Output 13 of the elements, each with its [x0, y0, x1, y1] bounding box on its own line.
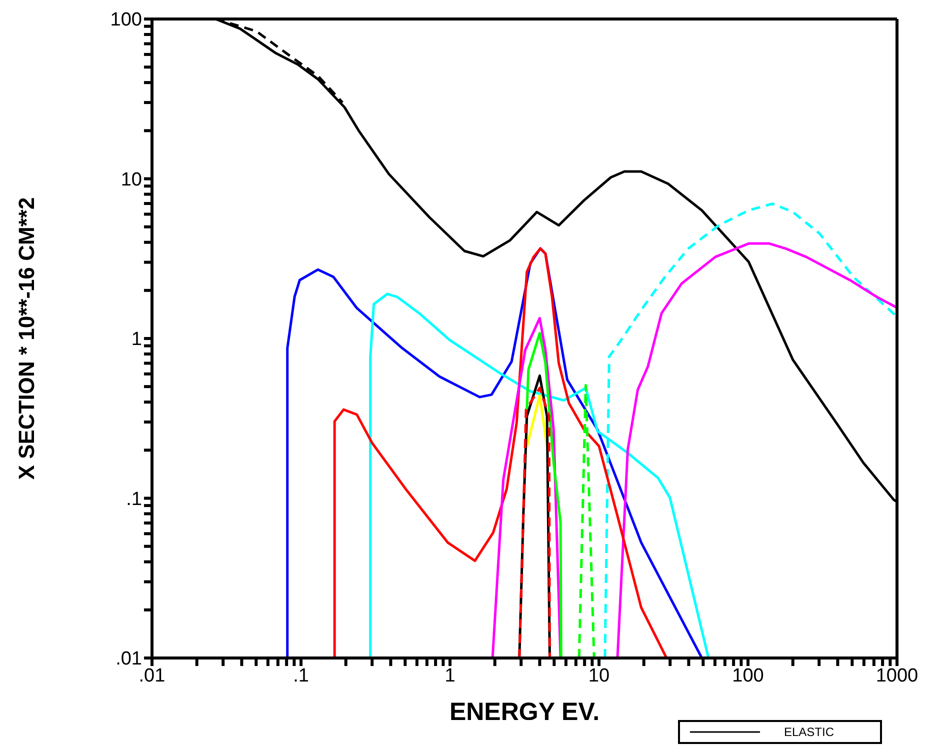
- x-tick-label: .1: [293, 665, 309, 686]
- y-tick-label: 1: [131, 329, 142, 350]
- x-tick-label: 10: [588, 665, 610, 686]
- text: ELASTIC: [784, 725, 834, 739]
- y-tick-label: 10: [120, 169, 142, 190]
- x-tick-label: 1: [444, 665, 456, 686]
- x-axis-title: ENERGY EV.: [449, 698, 600, 726]
- y-tick-label: 100: [110, 10, 142, 31]
- y-axis-title: X SECTION * 10**-16 CM**2: [14, 197, 39, 480]
- y-tick-label: .1: [126, 488, 142, 510]
- x-tick-label: 100: [732, 665, 764, 686]
- x-tick-label: 1000: [876, 665, 918, 686]
- y-tick-label: .01: [116, 648, 142, 670]
